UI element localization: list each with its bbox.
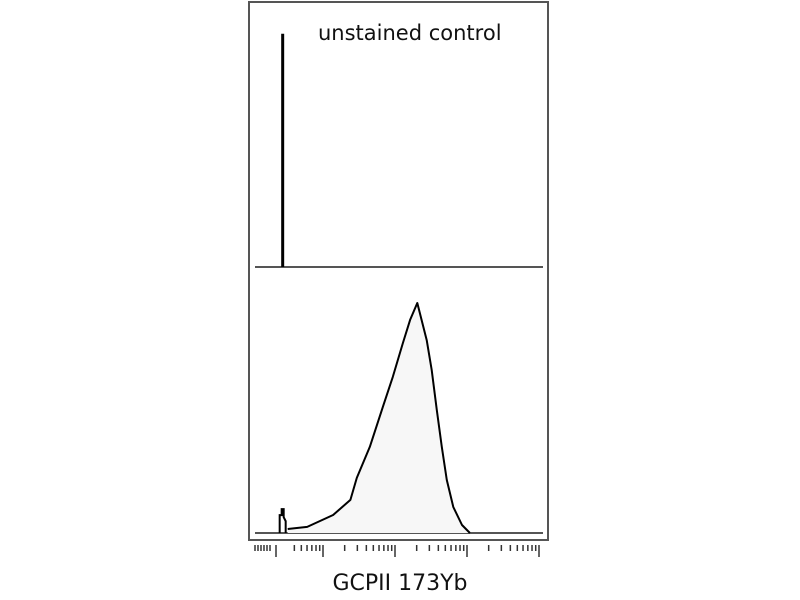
- x-axis-label: GCPII 173Yb: [332, 571, 467, 596]
- histogram-fill: [287, 303, 470, 533]
- bottom-low-spike: [278, 508, 287, 533]
- plot-frame: [248, 1, 549, 541]
- histogram-line: [287, 302, 471, 534]
- x-axis-ticks: [254, 545, 540, 557]
- bottom-panel-series: [278, 302, 471, 534]
- annotation-unstained-control: unstained control: [318, 21, 502, 45]
